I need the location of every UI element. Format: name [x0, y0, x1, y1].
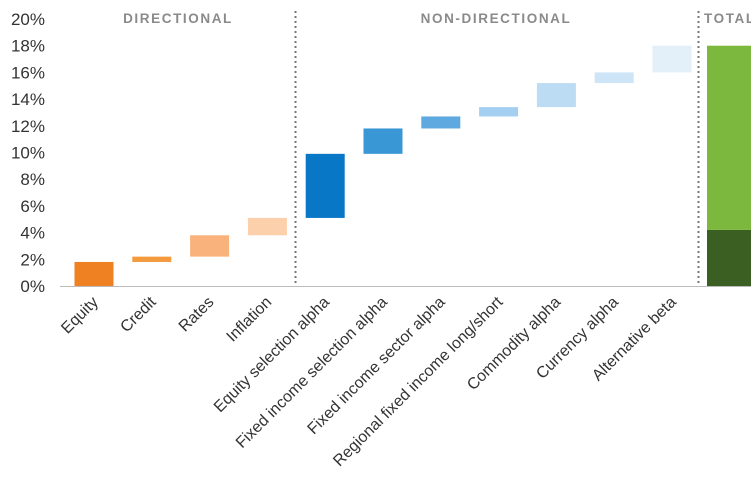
y-tick-label: 8%: [20, 170, 45, 189]
bar-fixed-income-sector-alpha: [421, 116, 461, 129]
total-bar-segment-2: [707, 45, 751, 230]
category-label: Rates: [176, 294, 218, 336]
bar-equity: [74, 261, 114, 286]
y-tick-label: 18%: [11, 37, 45, 56]
bar-rates: [190, 235, 230, 257]
bar-regional-fixed-income-long-short: [479, 107, 519, 117]
group-label-total: TOTAL: [704, 11, 751, 26]
category-label: Inflation: [224, 294, 276, 346]
y-tick-label: 14%: [11, 90, 45, 109]
y-tick-label: 4%: [20, 224, 45, 243]
y-tick-label: 2%: [20, 250, 45, 269]
category-label: Equity: [58, 294, 101, 337]
bar-equity-selection-alpha: [305, 153, 345, 218]
bar-alternative-beta: [652, 45, 692, 73]
bar-inflation: [247, 217, 287, 236]
category-label: Credit: [117, 293, 160, 336]
y-tick-label: 10%: [11, 144, 45, 163]
bar-currency-alpha: [594, 72, 634, 84]
bar-commodity-alpha: [536, 83, 576, 108]
bar-fixed-income-selection-alpha: [363, 128, 403, 154]
y-tick-label: 6%: [20, 197, 45, 216]
group-label-non-directional: NON-DIRECTIONAL: [421, 11, 572, 26]
bar-credit: [132, 256, 172, 262]
y-tick-label: 20%: [11, 10, 45, 29]
group-label-directional: DIRECTIONAL: [123, 11, 233, 26]
y-tick-label: 0%: [20, 277, 45, 296]
y-tick-label: 12%: [11, 117, 45, 136]
y-tick-label: 16%: [11, 63, 45, 82]
category-label: Equity selection alpha: [211, 294, 333, 416]
total-bar-segment-1: [707, 229, 751, 286]
